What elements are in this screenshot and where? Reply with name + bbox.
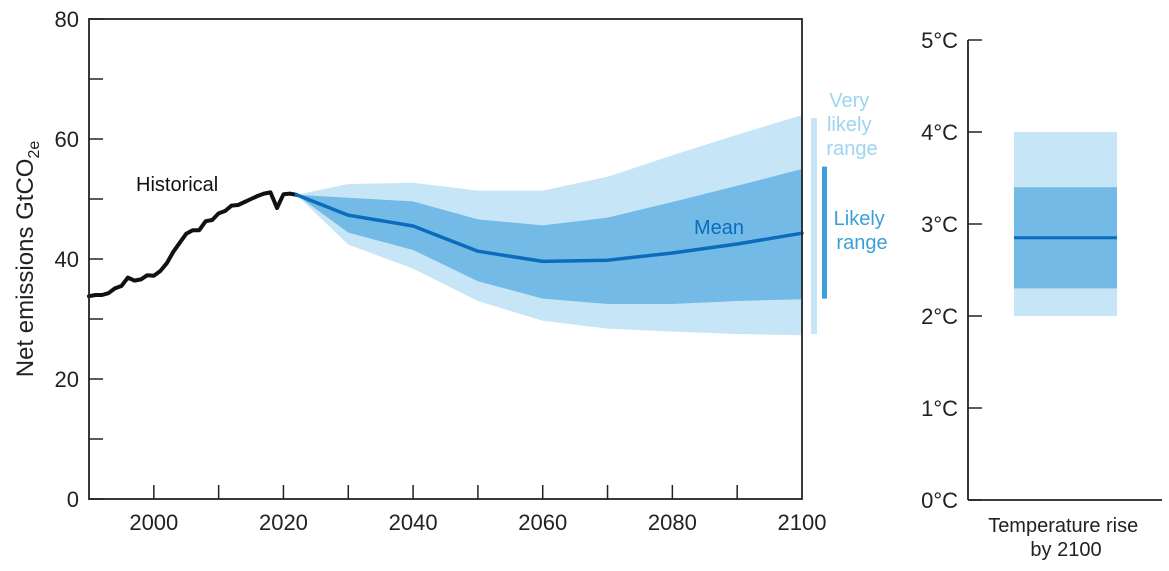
temperature-x-label-line-1: Temperature rise [988,515,1138,537]
very-likely-range-bar [811,118,817,334]
very-likely-label-line-1: Very [829,90,869,112]
y-axis-label-subscript: 2e [26,141,43,159]
temperature-tick-label: 4°C [921,120,958,145]
historical-line [87,190,299,299]
temperature-tick-label: 1°C [921,396,958,421]
mean-line [294,193,804,264]
likely-label-line-2: range [836,232,887,254]
very-likely-label-line-2: likely [827,114,871,136]
y-tick-label: 60 [55,127,79,152]
temperature-x-label-line-2: by 2100 [1030,539,1101,561]
very-likely-label-line-3: range [826,138,877,160]
x-tick-label: 2100 [778,510,827,535]
mean-annotation: Mean [694,217,744,239]
y-axis-ticks: 0 20 40 60 80 [55,7,103,512]
temperature-tick-label: 3°C [921,212,958,237]
historical-annotation: Historical [136,174,218,196]
y-tick-label: 40 [55,247,79,272]
very-likely-range-label: Very likely range [826,90,877,160]
x-tick-label: 2060 [518,510,567,535]
temperature-tick-label: 5°C [921,28,958,53]
temperature-x-label: Temperature rise by 2100 [988,515,1144,561]
x-tick-label: 2040 [389,510,438,535]
likely-label-line-1: Likely [834,208,885,230]
likely-range-band [296,169,802,304]
x-tick-label: 2080 [648,510,697,535]
likely-range-bar [822,166,827,299]
y-tick-label: 20 [55,367,79,392]
likely-range-label: Likely range [834,208,891,254]
temperature-chart: 0°C 1°C 2°C 3°C 4°C 5°C Temperature rise by 2… [921,28,1162,561]
temperature-tick-label: 0°C [921,488,958,513]
y-tick-label: 0 [67,487,79,512]
temperature-y-ticks: 0°C 1°C 2°C 3°C 4°C 5°C [921,28,982,513]
temperature-tick-label: 2°C [921,304,958,329]
y-axis-label-main: Net emissions GtCO [12,159,39,378]
y-tick-label: 80 [55,7,79,32]
x-tick-label: 2000 [129,510,178,535]
y-axis-label: Net emissions GtCO2e [12,141,43,378]
x-tick-label: 2020 [259,510,308,535]
x-axis-ticks: 2000 2020 2040 2060 2080 2100 [129,485,826,535]
